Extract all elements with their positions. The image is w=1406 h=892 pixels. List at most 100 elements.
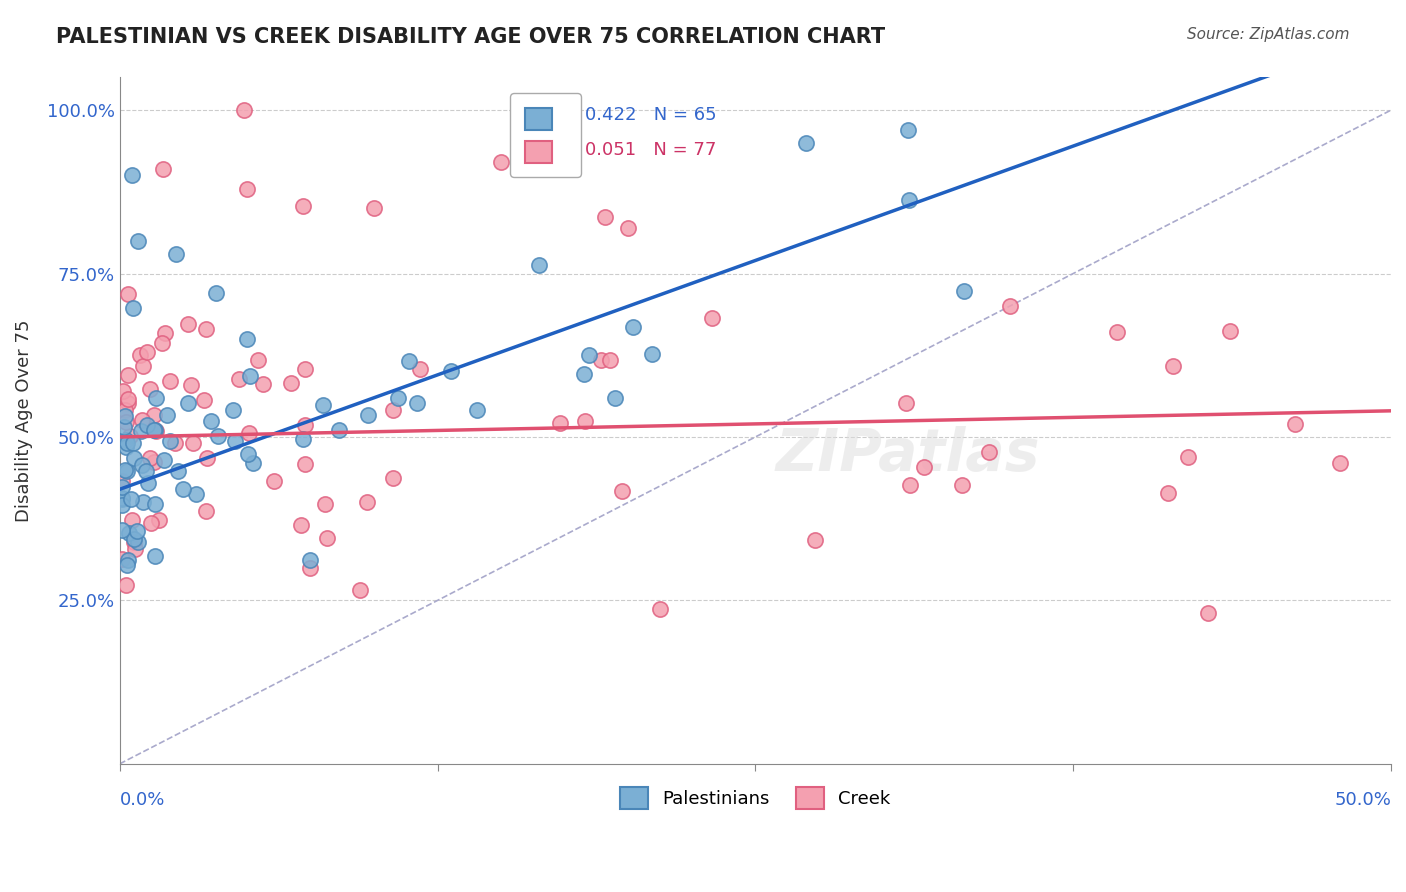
- Point: [155, 326, 177, 340]
- Point: [180, 378, 202, 392]
- Point: [349, 583, 371, 598]
- Point: [589, 352, 612, 367]
- Point: [406, 396, 429, 410]
- Point: [111, 523, 134, 537]
- Point: [122, 534, 145, 549]
- Point: [222, 402, 245, 417]
- Point: [465, 403, 488, 417]
- Point: [599, 353, 621, 368]
- Point: [612, 483, 634, 498]
- Point: [998, 299, 1021, 313]
- Point: [131, 412, 153, 426]
- Point: [118, 525, 141, 540]
- Point: [111, 492, 134, 507]
- Point: [623, 320, 645, 334]
- Point: [118, 429, 141, 443]
- Point: [298, 561, 321, 575]
- Point: [603, 392, 626, 406]
- Point: [1163, 359, 1185, 373]
- Point: [159, 374, 181, 388]
- Point: [316, 532, 339, 546]
- Point: [117, 553, 139, 567]
- Text: R = 0.051   N = 77: R = 0.051 N = 77: [546, 141, 716, 159]
- Point: [578, 348, 600, 362]
- Point: [897, 122, 920, 136]
- Point: [143, 423, 166, 437]
- Point: [131, 458, 153, 472]
- Text: PALESTINIAN VS CREEK DISABILITY AGE OVER 75 CORRELATION CHART: PALESTINIAN VS CREEK DISABILITY AGE OVER…: [56, 27, 886, 46]
- Point: [236, 332, 259, 346]
- Point: [145, 391, 167, 405]
- Point: [121, 513, 143, 527]
- Point: [314, 497, 336, 511]
- Point: [977, 445, 1000, 459]
- Point: [363, 201, 385, 215]
- Point: [141, 516, 163, 530]
- Point: [111, 474, 134, 488]
- Point: [1177, 450, 1199, 464]
- Point: [177, 317, 200, 331]
- Point: [356, 495, 378, 509]
- Point: [387, 391, 409, 405]
- Point: [111, 552, 134, 566]
- Point: [280, 376, 302, 390]
- Point: [143, 409, 166, 423]
- Point: [804, 533, 827, 548]
- Point: [294, 457, 316, 471]
- Text: R = 0.422   N = 65: R = 0.422 N = 65: [546, 106, 716, 124]
- Point: [357, 408, 380, 422]
- Point: [120, 491, 142, 506]
- Point: [238, 425, 260, 440]
- Point: [114, 402, 136, 417]
- Point: [205, 286, 228, 301]
- Point: [111, 491, 134, 505]
- Point: [641, 347, 664, 361]
- Point: [311, 398, 333, 412]
- Point: [207, 429, 229, 443]
- Point: [593, 210, 616, 224]
- Point: [163, 436, 186, 450]
- Point: [114, 462, 136, 476]
- Point: [117, 368, 139, 383]
- Point: [242, 456, 264, 470]
- Point: [193, 393, 215, 408]
- Point: [912, 460, 935, 475]
- Point: [152, 453, 174, 467]
- Point: [650, 602, 672, 616]
- Point: [572, 368, 595, 382]
- Point: [139, 382, 162, 396]
- Point: [122, 451, 145, 466]
- Point: [117, 392, 139, 406]
- Point: [794, 136, 817, 150]
- Point: [122, 301, 145, 315]
- Point: [127, 535, 149, 549]
- Point: [117, 464, 139, 478]
- Point: [127, 524, 149, 538]
- Point: [148, 513, 170, 527]
- Point: [114, 409, 136, 423]
- Point: [440, 364, 463, 378]
- Point: [159, 434, 181, 448]
- Point: [291, 432, 314, 446]
- Point: [127, 234, 149, 248]
- Legend: Palestinians, Creek: Palestinians, Creek: [606, 772, 904, 823]
- Point: [294, 418, 316, 433]
- Point: [898, 193, 921, 207]
- Point: [290, 518, 312, 533]
- Point: [121, 169, 143, 183]
- Point: [1105, 325, 1128, 339]
- Point: [136, 417, 159, 432]
- Point: [236, 181, 259, 195]
- Point: [1219, 324, 1241, 338]
- Point: [382, 470, 405, 484]
- Point: [145, 424, 167, 438]
- Point: [328, 423, 350, 437]
- Point: [617, 220, 640, 235]
- Point: [1157, 486, 1180, 500]
- Point: [117, 435, 139, 450]
- Point: [294, 362, 316, 376]
- Point: [1284, 417, 1306, 431]
- Point: [195, 451, 218, 466]
- Point: [122, 436, 145, 450]
- Point: [239, 368, 262, 383]
